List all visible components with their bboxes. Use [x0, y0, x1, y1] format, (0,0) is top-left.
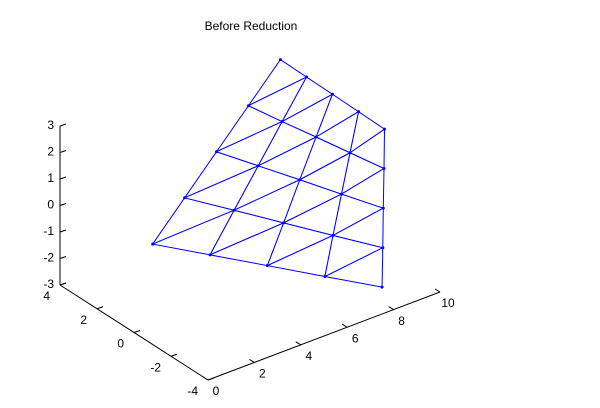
y-tick — [96, 306, 104, 310]
x-tick-label: 2 — [259, 367, 266, 381]
mesh-face — [340, 167, 385, 209]
z-tick — [59, 150, 67, 153]
z-tick-label: 2 — [47, 145, 54, 159]
z-tick-label: 1 — [47, 171, 54, 185]
mesh-vertex — [215, 150, 219, 154]
mesh-vertex — [208, 253, 212, 257]
z-tick-label: -1 — [43, 224, 54, 238]
mesh-vertex — [382, 166, 386, 170]
x-tick — [434, 288, 441, 293]
z-tick — [59, 256, 67, 259]
x-tick-label: 10 — [441, 296, 455, 310]
x-tick — [295, 341, 302, 346]
z-tick-label: -3 — [43, 277, 54, 291]
x-tick — [341, 323, 348, 328]
mesh-vertex — [348, 151, 352, 155]
mesh-face — [331, 207, 384, 249]
y-tick-label: -4 — [187, 384, 198, 398]
y-tick — [207, 377, 215, 381]
y-tick-label: 4 — [43, 289, 50, 303]
y-tick-label: 2 — [80, 313, 87, 327]
mesh-vertex — [298, 178, 302, 182]
y-tick-label: 0 — [117, 337, 124, 351]
mesh-vertex — [151, 242, 155, 246]
mesh-vertex — [282, 221, 286, 225]
z-tick — [59, 176, 67, 180]
mesh-vertex — [380, 285, 384, 289]
mesh-vertex — [246, 104, 250, 108]
x-tick-label: 4 — [305, 349, 312, 363]
z-tick-label: 0 — [47, 198, 54, 212]
mesh-vertex — [265, 264, 269, 268]
mesh-vertex — [305, 75, 309, 79]
mesh-vertex — [331, 233, 335, 237]
z-tick — [59, 203, 67, 206]
x-tick — [249, 358, 255, 363]
mesh-vertex — [381, 206, 385, 210]
y-tick — [59, 282, 67, 286]
y-tick — [170, 353, 178, 357]
z-tick-label: -2 — [43, 251, 54, 265]
x-tick-label: 6 — [352, 331, 359, 345]
chart-title: Before Reduction — [205, 19, 298, 33]
mesh-vertex — [330, 92, 334, 96]
mesh-vertex — [323, 275, 327, 279]
mesh-vertex — [340, 192, 344, 196]
mesh-vertex — [381, 246, 385, 250]
y-tick-label: -2 — [150, 360, 161, 374]
mesh-vertex — [232, 208, 236, 212]
mesh-vertex — [383, 127, 386, 131]
z-tick — [59, 123, 67, 127]
z-tick — [59, 229, 67, 233]
x-axis — [207, 291, 441, 381]
mesh-vertex — [314, 135, 318, 139]
x-tick-label: 8 — [398, 314, 405, 328]
z-tick-label: 3 — [47, 118, 54, 132]
x-tick-label: 0 — [213, 384, 220, 398]
mesh-face — [323, 246, 384, 288]
mesh-vertex — [280, 120, 284, 124]
mesh-vertex — [278, 58, 282, 62]
mesh-face — [349, 128, 386, 170]
mesh-vertex — [357, 110, 361, 114]
x-tick — [388, 306, 394, 311]
y-tick — [133, 330, 141, 333]
x-tick — [202, 376, 209, 381]
mesh-vertex — [183, 196, 187, 200]
mesh-vertex — [256, 164, 260, 168]
